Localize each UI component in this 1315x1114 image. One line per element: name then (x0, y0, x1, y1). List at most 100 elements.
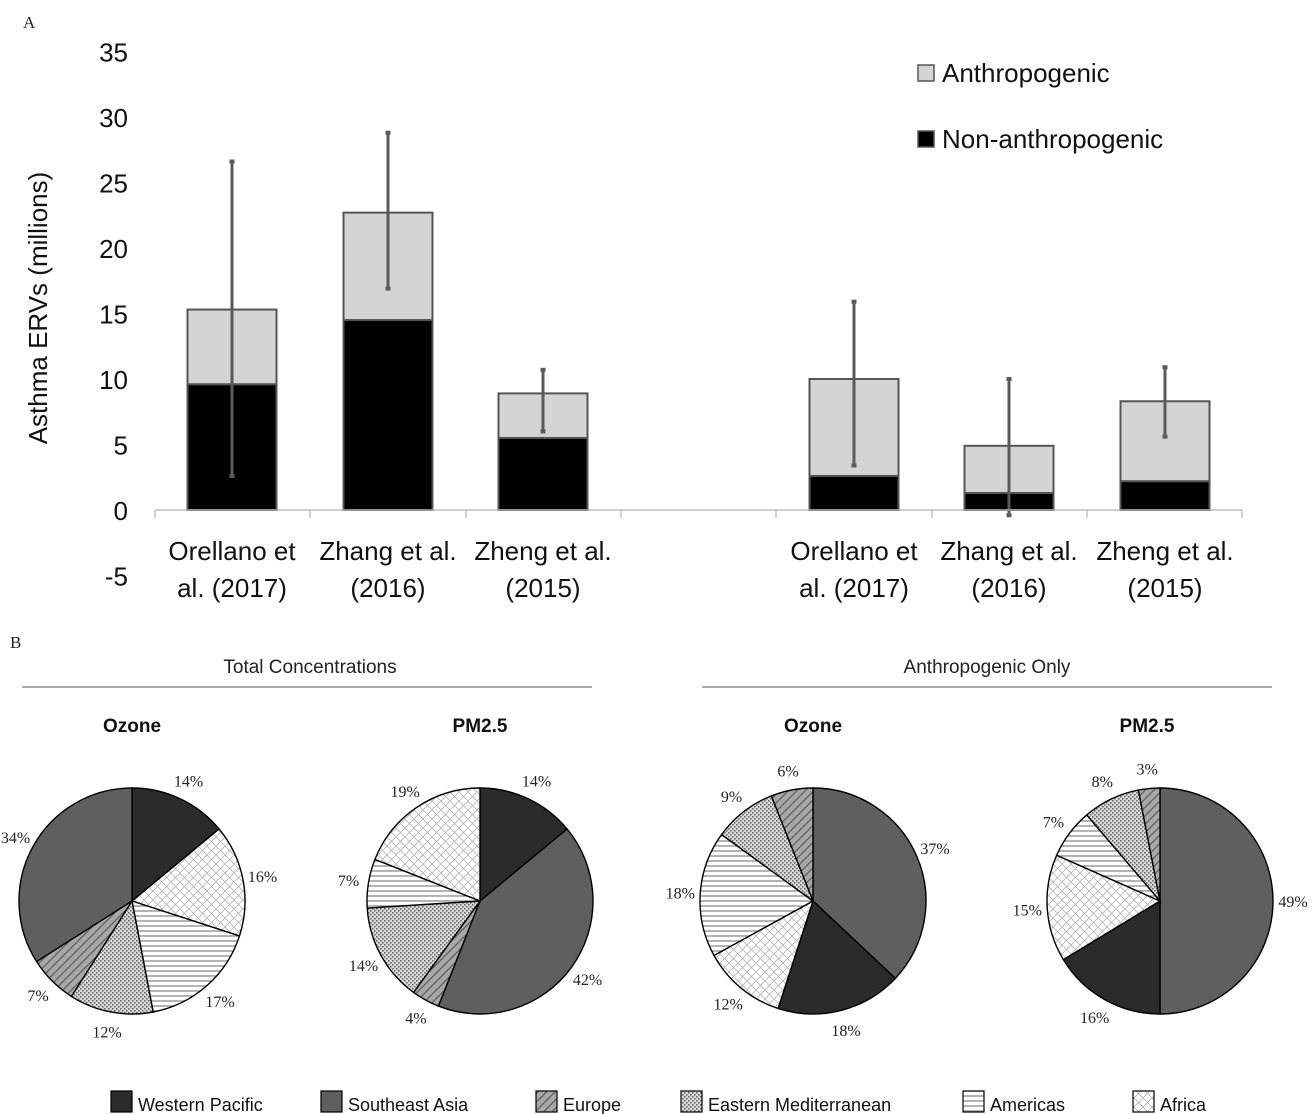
panel-a-label: A (23, 13, 36, 32)
pie-slice-label: 9% (721, 789, 742, 806)
pie-chart: Ozone 14% 16% 17% 12% 7% 34% (1, 716, 277, 1042)
pie-legend-swatch (535, 1090, 558, 1113)
pie-legend-swatch (962, 1090, 985, 1113)
pie-title: PM2.5 (453, 716, 508, 737)
pie-slice (699, 833, 815, 957)
pie-slice (70, 899, 154, 1015)
y-tick-label: 30 (99, 103, 128, 133)
pie-legend-label: Western Pacific (138, 1095, 263, 1114)
pie-legend-label: Americas (990, 1095, 1065, 1114)
x-category-label: Zheng et al. (474, 536, 611, 566)
pie-slice-label: 16% (248, 869, 277, 886)
section-title-total: Total Concentrations (223, 657, 396, 678)
y-axis-ticks: -5 0 5 10 15 20 25 30 35 (99, 38, 128, 592)
pie-slice (374, 787, 481, 903)
pie-slice-label: 49% (1278, 894, 1307, 911)
pie-legend-swatch (680, 1090, 703, 1113)
pie-slice-label: 34% (1, 830, 30, 847)
x-axis-labels: Orellano et al. (2017) Zhang et al. (2016) Z… (168, 536, 1233, 603)
pie-slice-label: 14% (174, 774, 203, 791)
pie-title: Ozone (103, 716, 161, 737)
pie-slice (479, 787, 569, 903)
legend-label: Non-anthropogenic (942, 124, 1163, 154)
pie-legend-item: Eastern Mediterranean (680, 1090, 891, 1114)
pie-title: PM2.5 (1120, 716, 1175, 737)
pie-slice-label: 14% (349, 958, 378, 975)
bar-segment-non-anthropogenic (342, 319, 434, 511)
pie-slice (131, 787, 221, 903)
pie-slice-label: 42% (573, 972, 602, 989)
pie-legend-item: Americas (962, 1090, 1065, 1114)
pie-chart: Ozone 37% 18% 12% 18% 9% 6% (666, 716, 950, 1040)
pie-slice-label: 16% (1080, 1010, 1109, 1027)
x-category-label: Zhang et al. (319, 536, 456, 566)
section-total-concentrations: Total Concentrations (22, 657, 592, 688)
pie-slice-label: 8% (1092, 774, 1113, 791)
pie-slice (770, 787, 814, 902)
bar-segment-non-anthropogenic (1119, 480, 1211, 511)
legend-swatch (917, 130, 935, 148)
bar-chart-panel-a: Asthma ERVs (millions) -505101520253035 … (23, 38, 1243, 603)
bar-segment-non-anthropogenic (497, 436, 589, 512)
pie-slice-label: 4% (405, 1011, 426, 1028)
pie-slice (18, 787, 133, 963)
pie-legend-swatch (1132, 1090, 1155, 1113)
pie-legend: Western Pacific Southeast Asia Europe Easte… (110, 1090, 1207, 1114)
pie-slice (1159, 787, 1274, 1015)
pie-legend-label: Southeast Asia (348, 1095, 469, 1114)
pie-chart: PM2.5 14% 42% 4% 14% 7% 19% (338, 716, 602, 1028)
y-tick-label: 10 (99, 365, 128, 395)
pie-slice-label: 17% (205, 994, 234, 1011)
y-tick-label: 20 (99, 234, 128, 264)
pie-chart: PM2.5 49% 16% 15% 7% 8% 3% (1013, 716, 1308, 1027)
pie-slice-label: 7% (1043, 815, 1064, 832)
pie-slice (1046, 854, 1162, 961)
legend-swatch (917, 64, 935, 82)
section-anthropogenic-only: Anthropogenic Only (702, 657, 1272, 688)
pie-charts: Ozone 14% 16% 17% 12% 7% 34% PM2.5 14% 42% 4% 14% 7%… (1, 716, 1308, 1042)
pie-slice (1062, 899, 1161, 1015)
y-axis-label: Asthma ERVs (millions) (23, 172, 53, 445)
pie-legend-item: Southeast Asia (320, 1090, 469, 1114)
x-category-label: al. (2017) (177, 573, 287, 603)
pie-legend-item: Western Pacific (110, 1090, 263, 1114)
pie-slice-label: 7% (338, 873, 359, 890)
y-tick-label: 0 (114, 496, 128, 526)
pie-slice-label: 7% (27, 988, 48, 1005)
bar-legend: Anthropogenic Non-anthropogenic (917, 58, 1163, 154)
pie-slice-label: 6% (777, 763, 798, 780)
panel-b-label: B (10, 633, 21, 652)
x-category-label: (2015) (505, 573, 580, 603)
x-category-label: al. (2017) (799, 573, 909, 603)
pie-slice-label: 12% (714, 997, 743, 1014)
x-category-label: (2016) (971, 573, 1046, 603)
bar-segment-non-anthropogenic (808, 474, 900, 512)
y-tick-label: 25 (99, 169, 128, 199)
pie-slice-label: 19% (391, 784, 420, 801)
pie-legend-item: Europe (535, 1090, 621, 1114)
y-tick-label: 35 (99, 38, 128, 68)
pie-slice-label: 12% (92, 1025, 121, 1042)
error-bars (229, 130, 1168, 518)
pie-slice-label: 15% (1013, 903, 1042, 920)
pie-title: Ozone (784, 716, 842, 737)
bars (186, 211, 1211, 512)
x-category-label: Orellano et (790, 536, 918, 566)
pie-slice-label: 3% (1137, 762, 1158, 779)
pie-legend-swatch (110, 1090, 133, 1113)
y-tick-label: 15 (99, 300, 128, 330)
pie-slice-label: 37% (920, 841, 949, 858)
legend-label: Anthropogenic (942, 58, 1110, 88)
x-category-label: Orellano et (168, 536, 296, 566)
pie-slice-label: 18% (666, 886, 695, 903)
x-category-label: (2015) (1127, 573, 1202, 603)
pie-legend-item: Africa (1132, 1090, 1207, 1114)
pie-legend-label: Europe (563, 1095, 621, 1114)
pie-slice (812, 787, 927, 980)
y-tick-label: 5 (114, 431, 128, 461)
x-category-label: Zheng et al. (1096, 536, 1233, 566)
x-axis (154, 509, 1243, 518)
pie-slice (713, 899, 815, 1010)
pie-slice (777, 899, 897, 1015)
